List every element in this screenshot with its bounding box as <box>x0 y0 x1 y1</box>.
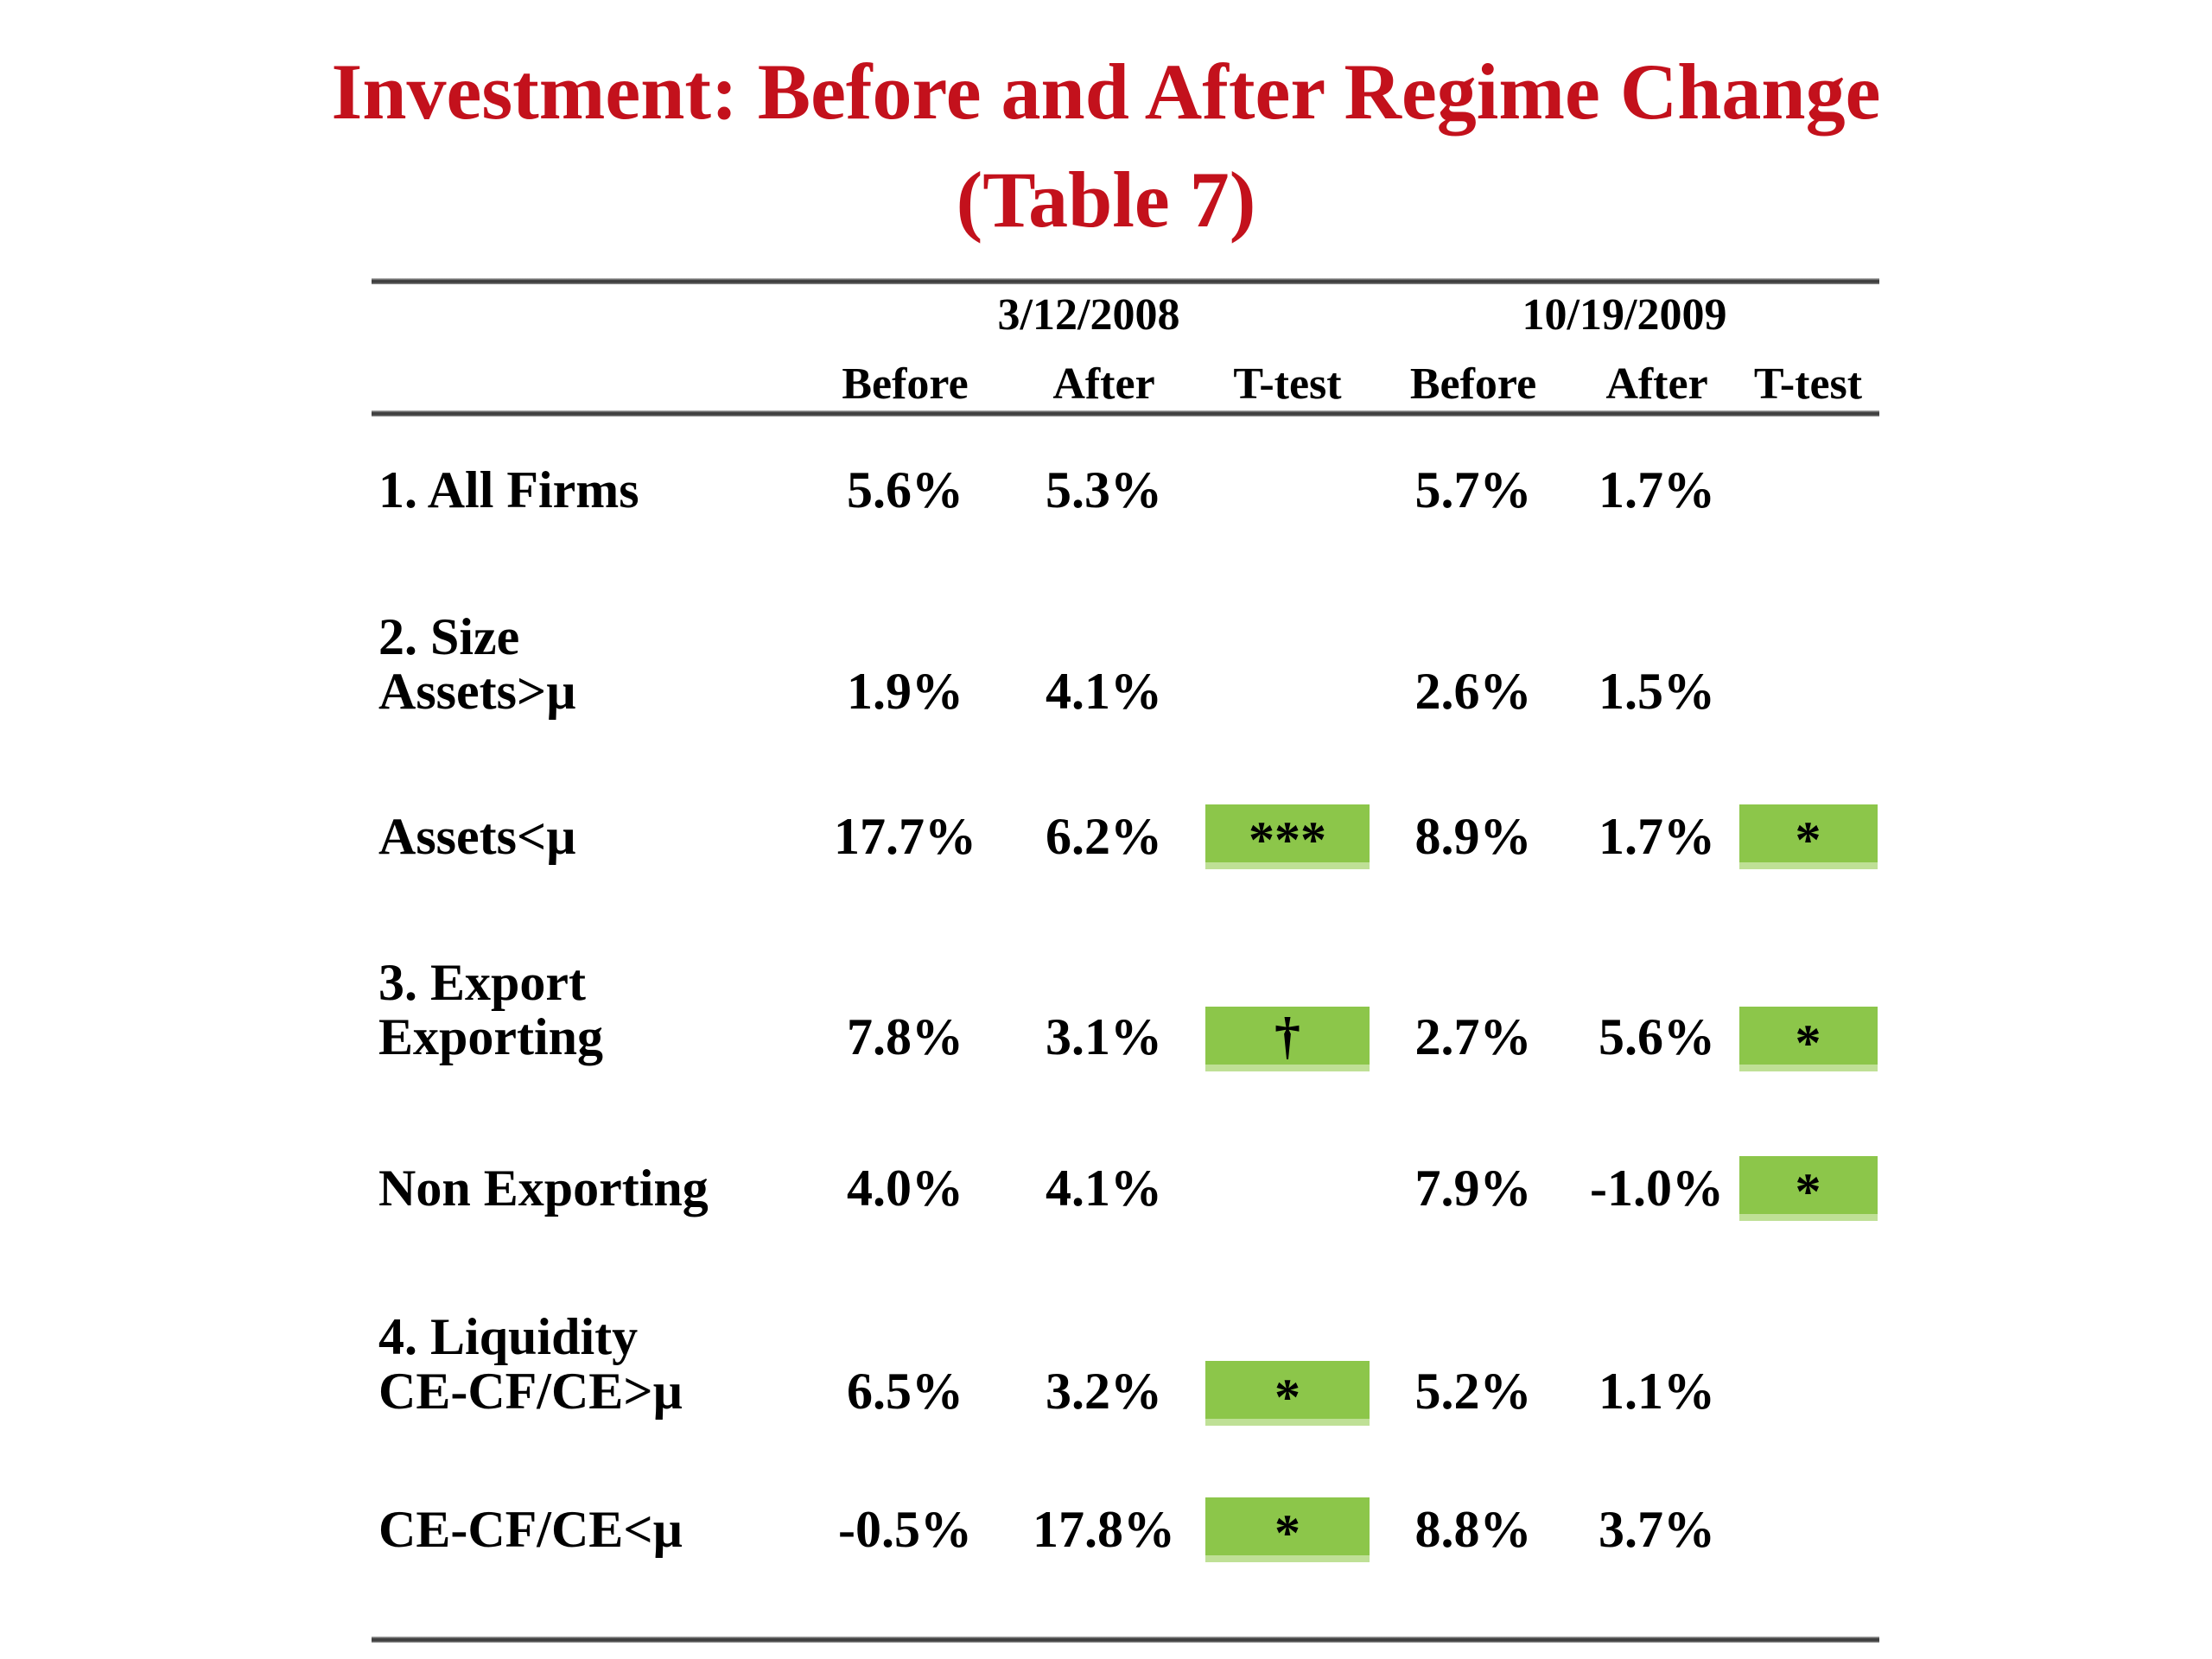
ttest-mark: * <box>1205 1361 1370 1426</box>
value-cell: -0.5% <box>838 1500 972 1558</box>
section-label: 3. Export <box>378 954 586 1011</box>
ttest-mark <box>1739 1361 1878 1426</box>
ttest-mark <box>1739 661 1878 726</box>
ttest-cell <box>1205 610 1370 719</box>
row-label: Non Exporting <box>378 1159 709 1217</box>
value-cell: 5.6% <box>847 461 963 518</box>
value-cell: 2.6% <box>1414 663 1532 720</box>
row-label: Assets>µ <box>378 663 576 720</box>
value-cell: 4.0% <box>847 1159 963 1217</box>
ttest-cell: * <box>1737 798 1879 875</box>
column-header-row: Before After T-test Before After T-test <box>372 345 1879 410</box>
table-row-assets-gt-mu: 2. Size Assets>µ 1.9% 4.1% 2.6% 1.5% <box>372 610 1879 720</box>
ttest-cell: * <box>1205 1310 1370 1426</box>
table-row-exporting: 3. Export Exporting 7.8% 3.1% † 2.7% 5.6… <box>372 956 1879 1071</box>
value-cell: 1.7% <box>1599 807 1715 865</box>
row-label-group: 4. Liquidity CE-CF/CE>µ <box>372 1310 808 1419</box>
column-header-before-2008: Before <box>842 359 969 409</box>
ttest-mark: *** <box>1205 804 1370 869</box>
value-cell: 6.5% <box>847 1363 963 1420</box>
column-header-ttest-2009: T-test <box>1753 359 1863 409</box>
column-header-after-2009: After <box>1605 359 1708 409</box>
table-rule-top <box>372 278 1879 284</box>
ttest-cell: * <box>1205 1491 1370 1568</box>
ttest-cell <box>1737 610 1879 719</box>
value-cell: 3.2% <box>1046 1363 1162 1420</box>
ttest-cell: * <box>1737 956 1879 1071</box>
results-table: 3/12/2008 10/19/2009 Before After T-test… <box>372 278 1879 1643</box>
ttest-cell <box>1205 451 1370 529</box>
ttest-mark: * <box>1205 1497 1370 1562</box>
value-cell: 6.2% <box>1046 807 1162 865</box>
row-label: CE-CF/CE<µ <box>378 1500 683 1558</box>
ttest-cell <box>1737 1491 1879 1568</box>
value-cell: 17.7% <box>834 807 976 865</box>
row-label: 1. All Firms <box>378 461 639 518</box>
ttest-mark: * <box>1738 1007 1878 1071</box>
date-header-2008: 3/12/2008 <box>997 289 1180 340</box>
value-cell: 1.5% <box>1599 663 1715 720</box>
row-label-group: 3. Export Exporting <box>372 956 808 1065</box>
section-label: 4. Liquidity <box>378 1308 639 1365</box>
ttest-mark <box>1739 1497 1878 1562</box>
table-rule-bottom <box>372 1637 1879 1643</box>
table-row-non-exporting: Non Exporting 4.0% 4.1% 7.9% -1.0% * <box>372 1149 1879 1227</box>
row-label-group: 2. Size Assets>µ <box>372 610 808 719</box>
ttest-mark: * <box>1738 804 1878 869</box>
ttest-mark <box>1205 458 1370 523</box>
value-cell: 3.1% <box>1046 1008 1162 1065</box>
value-cell: 5.6% <box>1599 1008 1715 1065</box>
column-header-ttest-2008: T-test <box>1233 359 1342 409</box>
ttest-cell <box>1737 1310 1879 1419</box>
ttest-cell <box>1205 1149 1370 1227</box>
ttest-cell: † <box>1205 956 1370 1071</box>
slide-title-line-2: (Table 7) <box>956 156 1256 244</box>
value-cell: 3.7% <box>1599 1500 1715 1558</box>
ttest-cell <box>1737 451 1879 529</box>
table-row-assets-lt-mu: Assets<µ 17.7% 6.2% *** 8.9% 1.7% * <box>372 798 1879 875</box>
ttest-mark <box>1739 458 1878 523</box>
spacer-cell <box>372 345 808 410</box>
row-label: Assets<µ <box>378 807 576 865</box>
ttest-cell: * <box>1737 1149 1879 1227</box>
row-label: CE-CF/CE>µ <box>378 1363 683 1420</box>
table-rule-middle <box>372 410 1879 416</box>
value-cell: 5.7% <box>1414 461 1532 518</box>
value-cell: 5.3% <box>1046 461 1162 518</box>
slide-title-line-1: Investment: Before and After Regime Chan… <box>331 48 1881 136</box>
value-cell: 8.9% <box>1414 807 1532 865</box>
value-cell: 1.7% <box>1599 461 1715 518</box>
table-row-cecfce-lt-mu: CE-CF/CE<µ -0.5% 17.8% * 8.8% 3.7% <box>372 1491 1879 1568</box>
value-cell: 17.8% <box>1033 1500 1175 1558</box>
section-label: 2. Size <box>378 608 520 665</box>
column-header-before-2009: Before <box>1409 359 1537 409</box>
date-header-2009: 10/19/2009 <box>1522 289 1727 340</box>
row-label: Exporting <box>378 1008 604 1065</box>
ttest-cell: *** <box>1205 798 1370 875</box>
value-cell: 4.1% <box>1046 1159 1162 1217</box>
value-cell: 5.2% <box>1414 1363 1532 1420</box>
value-cell: 2.7% <box>1414 1008 1532 1065</box>
ttest-mark: * <box>1738 1155 1878 1221</box>
ttest-mark <box>1205 1156 1370 1221</box>
value-cell: 1.9% <box>847 663 963 720</box>
value-cell: 4.1% <box>1046 663 1162 720</box>
date-group-header-row: 3/12/2008 10/19/2009 <box>372 284 1879 345</box>
value-cell: 7.9% <box>1414 1159 1532 1217</box>
value-cell: 1.1% <box>1599 1363 1715 1420</box>
value-cell: 7.8% <box>847 1008 963 1065</box>
table-row-all-firms: 1. All Firms 5.6% 5.3% 5.7% 1.7% <box>372 451 1879 529</box>
column-header-after-2008: After <box>1052 359 1155 409</box>
table-row-cecfce-gt-mu: 4. Liquidity CE-CF/CE>µ 6.5% 3.2% * 5.2%… <box>372 1310 1879 1426</box>
value-cell: 8.8% <box>1414 1500 1532 1558</box>
value-cell: -1.0% <box>1590 1159 1724 1217</box>
slide-title: Investment: Before and After Regime Chan… <box>0 38 2212 254</box>
ttest-mark-dagger: † <box>1205 1007 1370 1071</box>
ttest-mark <box>1205 661 1370 726</box>
